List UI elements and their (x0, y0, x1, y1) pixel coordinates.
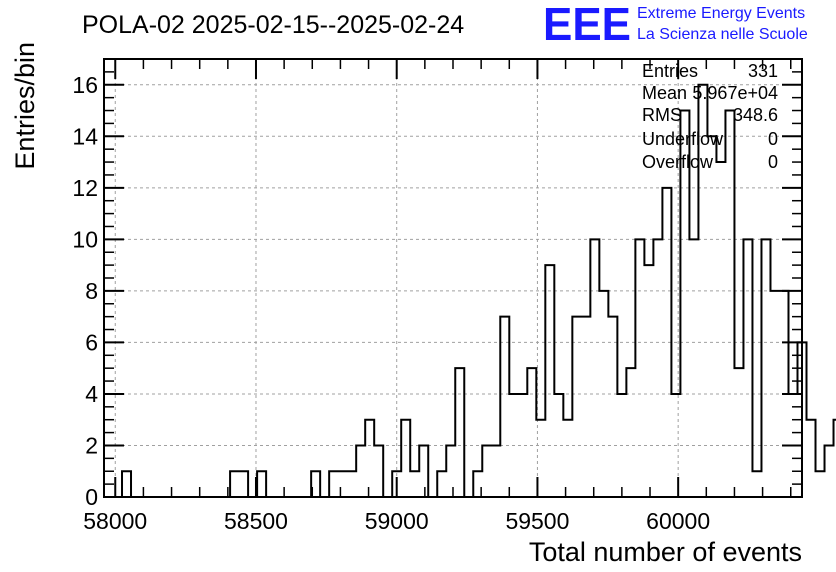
x-axis-ticks: 58000 58500 59000 59500 60000 (83, 59, 792, 534)
x-tick-label: 59000 (365, 508, 429, 534)
eee-logo-mark: EEE (543, 0, 631, 50)
grid-lines (104, 59, 802, 497)
y-tick-label: 8 (85, 278, 98, 304)
eee-logo-line1: Extreme Energy Events (637, 5, 805, 22)
stats-value-mean: 5.967e+04 (692, 83, 778, 103)
x-tick-label: 59500 (505, 508, 569, 534)
y-tick-label: 0 (85, 484, 98, 510)
x-tick-label: 60000 (646, 508, 710, 534)
y-tick-label: 2 (85, 432, 98, 458)
stats-label-entries: Entries (642, 61, 698, 81)
stats-value-overflow: 0 (768, 152, 778, 172)
y-tick-label: 12 (72, 175, 98, 201)
chart-title: POLA-02 2025-02-15--2025-02-24 (82, 11, 464, 39)
y-axis-ticks: 0 2 4 6 8 10 12 14 16 (72, 71, 802, 510)
y-tick-label: 10 (72, 226, 98, 252)
stats-label-mean: Mean (642, 83, 687, 103)
x-tick-label: 58000 (83, 508, 147, 534)
x-tick-label: 58500 (224, 508, 288, 534)
y-tick-label: 16 (72, 72, 98, 98)
stats-value-rms: 348.6 (733, 105, 778, 125)
y-tick-label: 4 (85, 381, 98, 407)
stats-label-rms: RMS (642, 105, 682, 125)
stats-label-underflow: Underflow (642, 129, 724, 149)
eee-logo-line2: La Scienza nelle Scuole (637, 26, 808, 43)
x-axis-label: Total number of events (529, 537, 802, 567)
stats-value-underflow: 0 (768, 129, 778, 149)
stats-value-entries: 331 (748, 61, 778, 81)
y-axis-label: Entries/bin (10, 42, 40, 170)
y-tick-label: 6 (85, 329, 98, 355)
eee-logo: EEE Extreme Energy Events La Scienza nel… (543, 0, 808, 50)
stats-label-overflow: Overflow (642, 152, 714, 172)
y-tick-label: 14 (72, 123, 98, 149)
stats-box: Entries 331 Mean 5.967e+04 RMS 348.6 Und… (642, 61, 778, 172)
